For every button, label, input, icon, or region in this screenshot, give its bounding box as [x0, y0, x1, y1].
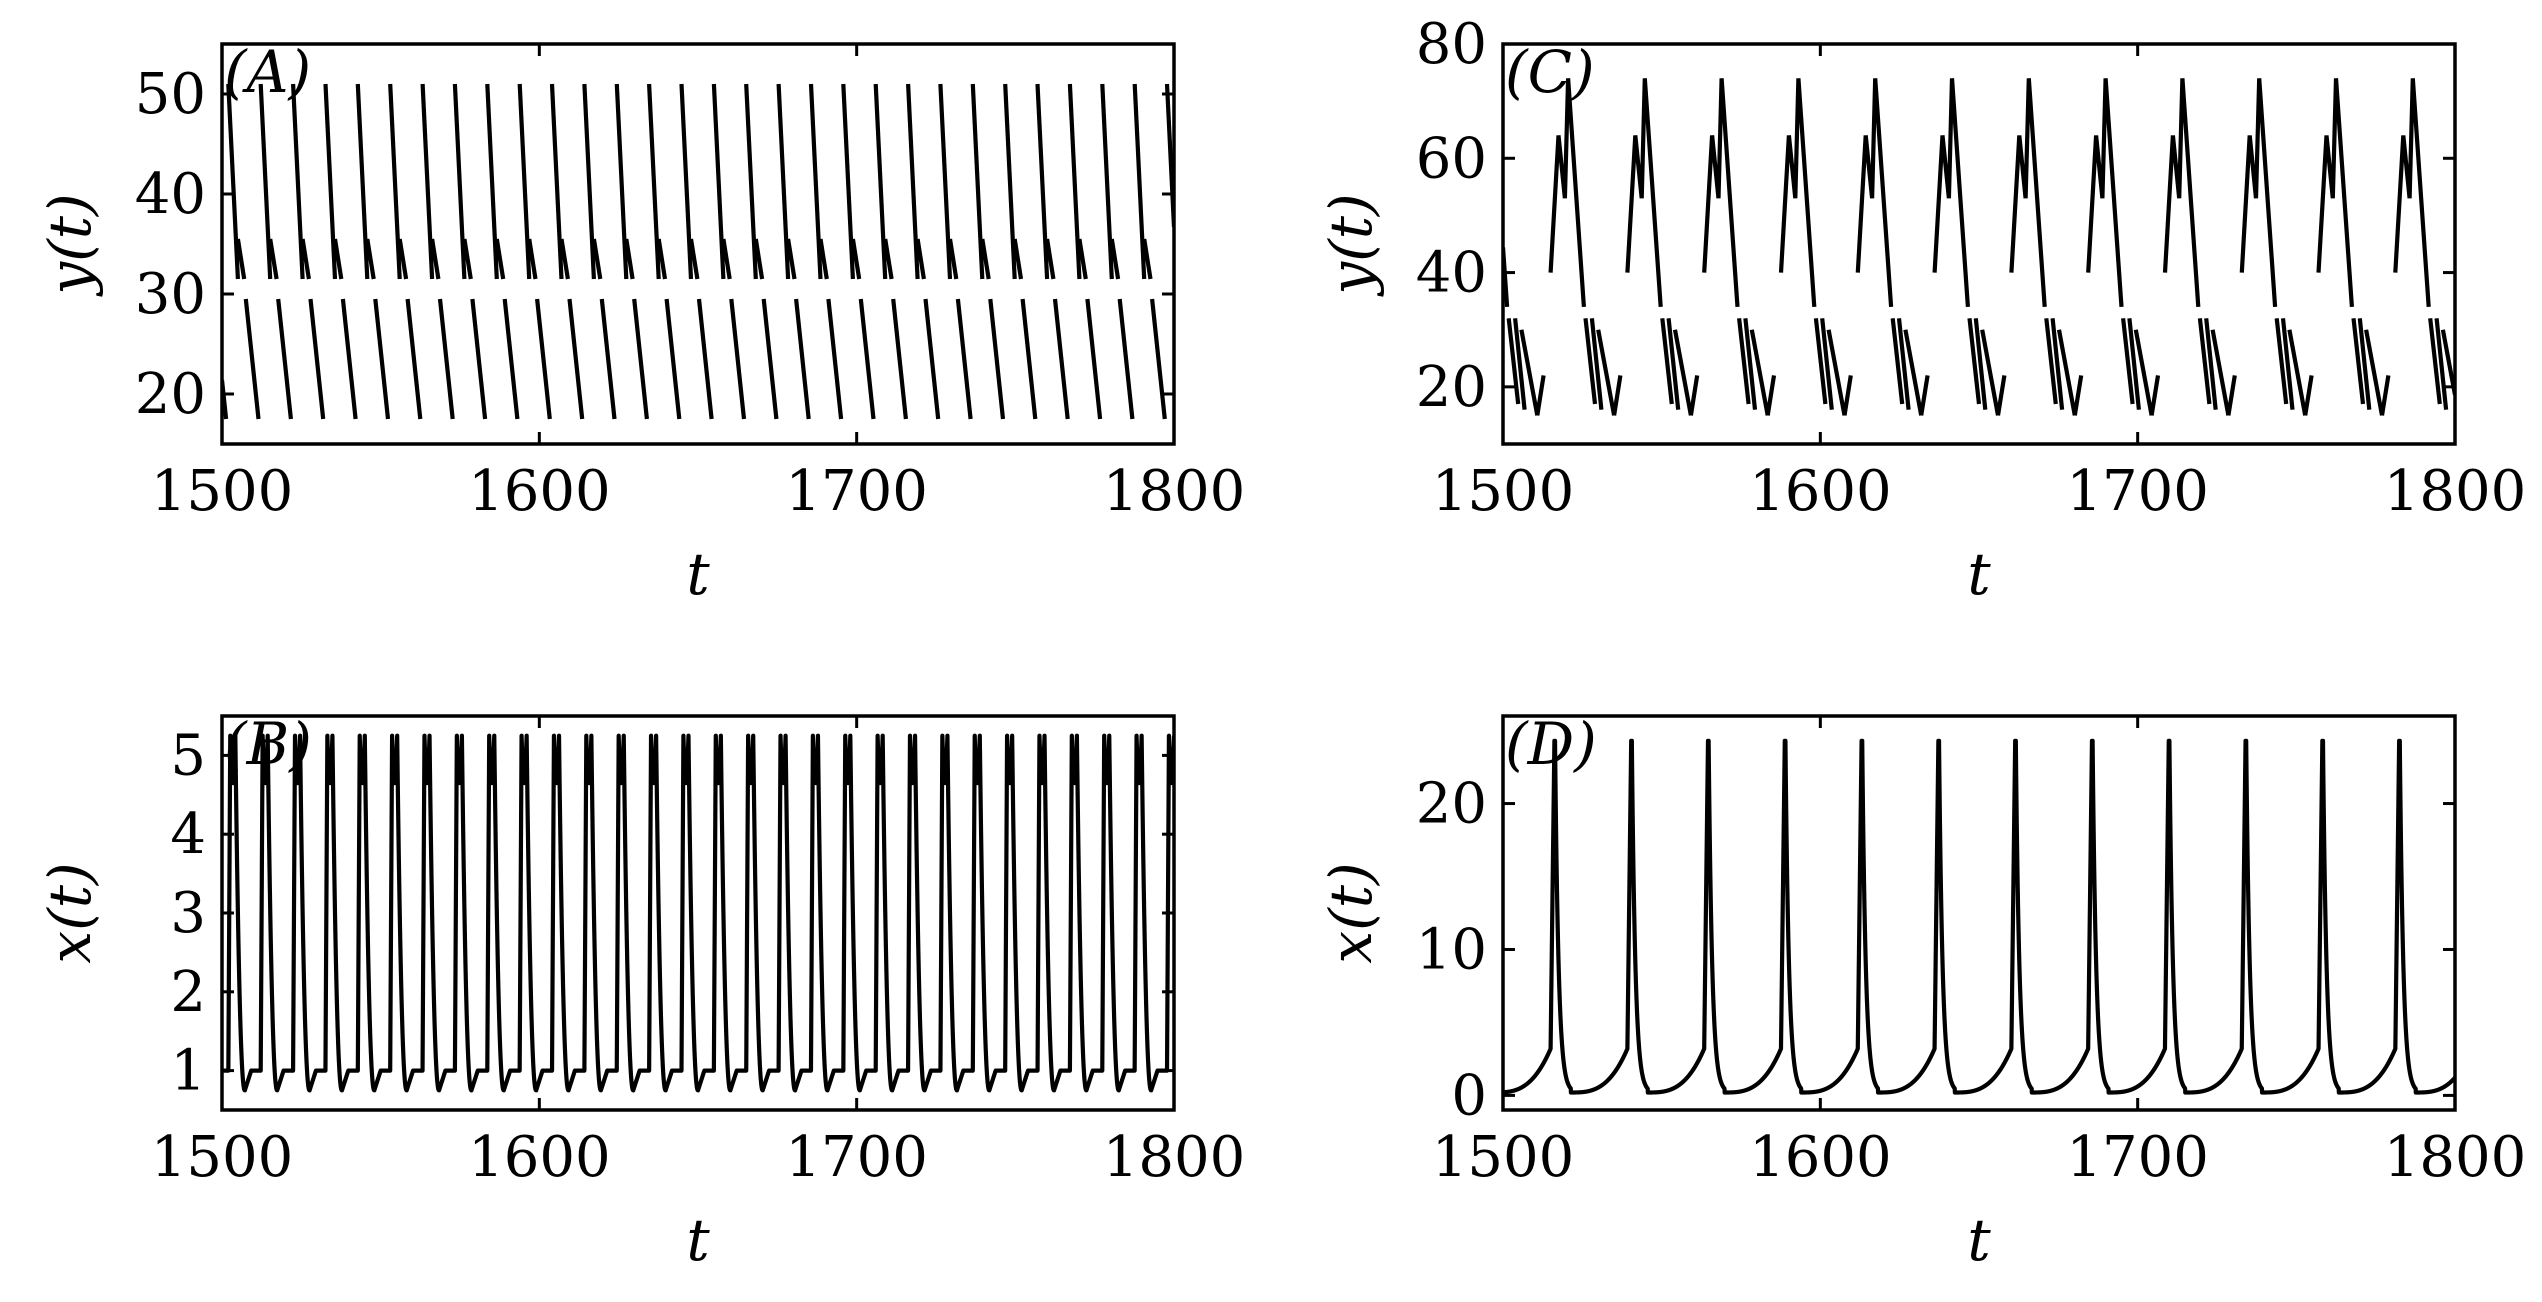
x-tick-label: 1800 [2384, 1125, 2527, 1190]
x-tick-label: 1600 [1749, 1125, 1892, 1190]
y-tick-label: 60 [1416, 126, 1487, 191]
x-tick-label: 1600 [468, 1125, 611, 1190]
y-tick-label: 5 [170, 723, 206, 788]
x-tick-label: 1500 [1432, 459, 1575, 524]
x-tick-label: 1600 [1749, 459, 1892, 524]
x-axis-label: t [686, 1206, 710, 1274]
y-tick-label: 20 [1416, 355, 1487, 420]
panel-label: (D) [1505, 710, 1597, 778]
x-tick-label: 1500 [1432, 1125, 1575, 1190]
panel-label: (B) [224, 710, 312, 778]
chart-panel-b: 1500 1600 1700 1800 1 2 3 4 5 t x(t) (B) [36, 710, 1245, 1274]
y-tick-label: 1 [170, 1039, 206, 1104]
y-tick-label: 40 [135, 162, 206, 227]
y-axis-label: x(t) [1317, 862, 1385, 963]
x-tick-label: 1600 [468, 459, 611, 524]
series-line-1 [1503, 78, 2455, 416]
x-tick-label: 1500 [151, 1125, 294, 1190]
chart-panel-c: 1500 1600 1700 1800 20 40 60 80 t y(t) (C) [1317, 12, 2526, 608]
y-axis-label: x(t) [36, 862, 104, 963]
y-axis-label: y(t) [36, 193, 104, 297]
x-tick-label: 1800 [2384, 459, 2527, 524]
y-tick-label: 3 [170, 881, 206, 946]
x-tick-label: 1700 [2066, 1125, 2209, 1190]
y-tick-label: 40 [1416, 241, 1487, 306]
x-tick-label: 1700 [2066, 459, 2209, 524]
x-tick-label: 1500 [151, 459, 294, 524]
chart-panel-a: 1500 1600 1700 1800 20 30 40 50 t y(t) (A) [36, 38, 1245, 608]
y-tick-label: 2 [170, 960, 206, 1025]
axes-frame [220, 42, 1176, 446]
y-tick-label: 20 [135, 362, 206, 427]
x-tick-label: 1800 [1103, 1125, 1246, 1190]
panel-label: (C) [1505, 38, 1595, 106]
x-axis-label: t [686, 540, 710, 608]
panel-label: (A) [224, 38, 311, 106]
axes-frame [1501, 714, 2457, 1112]
x-tick-label: 1800 [1103, 459, 1246, 524]
x-tick-label: 1700 [785, 1125, 928, 1190]
x-tick-label: 1700 [785, 459, 928, 524]
y-tick-label: 4 [170, 802, 206, 867]
y-tick-label: 30 [135, 262, 206, 327]
y-tick-label: 50 [135, 62, 206, 127]
y-tick-label: 0 [1451, 1063, 1487, 1128]
series-line-1 [222, 733, 1174, 1093]
axes-frame [1501, 42, 2457, 446]
y-axis-label: y(t) [1317, 193, 1385, 297]
x-axis-label: t [1967, 1206, 1991, 1274]
y-tick-label: 80 [1416, 12, 1487, 77]
y-tick-label: 20 [1416, 772, 1487, 837]
series-line-1 [1503, 738, 2455, 1095]
chart-panel-d: 1500 1600 1700 1800 0 10 20 t x(t) (D) [1317, 710, 2526, 1274]
series-line-1 [222, 83, 1174, 420]
y-tick-label: 10 [1416, 917, 1487, 982]
x-axis-label: t [1967, 540, 1991, 608]
